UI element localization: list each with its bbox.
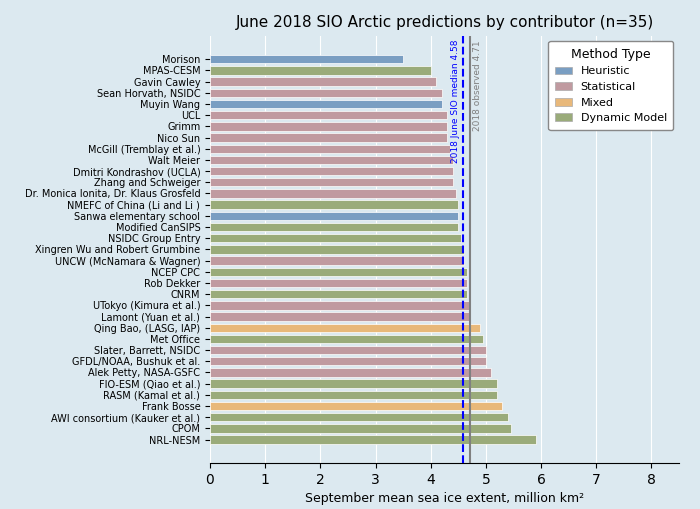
- Bar: [210, 390, 497, 399]
- Bar: [210, 167, 453, 175]
- Legend: Heuristic, Statistical, Mixed, Dynamic Model: Heuristic, Statistical, Mixed, Dynamic M…: [548, 41, 673, 130]
- Bar: [210, 189, 456, 197]
- Bar: [210, 66, 430, 75]
- Text: 2018 June SIO median 4.58: 2018 June SIO median 4.58: [451, 40, 460, 163]
- Bar: [210, 335, 483, 343]
- X-axis label: September mean sea ice extent, million km²: September mean sea ice extent, million k…: [305, 493, 584, 505]
- Bar: [210, 201, 458, 209]
- Bar: [210, 77, 436, 86]
- Title: June 2018 SIO Arctic predictions by contributor (n=35): June 2018 SIO Arctic predictions by cont…: [235, 15, 654, 31]
- Bar: [210, 413, 508, 421]
- Text: 2018 observed 4.71: 2018 observed 4.71: [473, 40, 482, 130]
- Bar: [210, 178, 453, 186]
- Bar: [210, 357, 486, 365]
- Bar: [210, 379, 497, 388]
- Bar: [210, 55, 403, 64]
- Bar: [210, 89, 442, 97]
- Bar: [210, 234, 461, 242]
- Bar: [210, 402, 503, 410]
- Bar: [210, 111, 447, 120]
- Bar: [210, 435, 536, 444]
- Bar: [210, 257, 464, 265]
- Bar: [210, 424, 511, 433]
- Bar: [210, 145, 450, 153]
- Bar: [210, 122, 447, 131]
- Bar: [210, 212, 458, 220]
- Bar: [210, 133, 447, 142]
- Bar: [210, 346, 486, 354]
- Bar: [210, 223, 458, 231]
- Bar: [210, 156, 453, 164]
- Bar: [210, 290, 467, 298]
- Bar: [210, 324, 480, 332]
- Bar: [210, 313, 469, 321]
- Bar: [210, 368, 491, 377]
- Bar: [210, 245, 464, 253]
- Bar: [210, 279, 467, 287]
- Bar: [210, 100, 442, 108]
- Bar: [210, 268, 467, 276]
- Bar: [210, 301, 469, 309]
